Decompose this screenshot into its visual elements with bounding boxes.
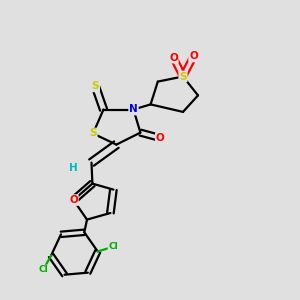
Text: S: S — [89, 128, 97, 139]
Text: S: S — [179, 71, 187, 82]
Text: H: H — [69, 163, 78, 173]
Text: O: O — [169, 52, 178, 63]
Text: S: S — [92, 81, 99, 92]
Text: O: O — [156, 133, 165, 143]
Text: O: O — [69, 195, 78, 205]
Text: O: O — [189, 51, 198, 62]
Text: N: N — [129, 104, 138, 115]
Text: Cl: Cl — [39, 266, 49, 274]
Text: Cl: Cl — [108, 242, 118, 251]
